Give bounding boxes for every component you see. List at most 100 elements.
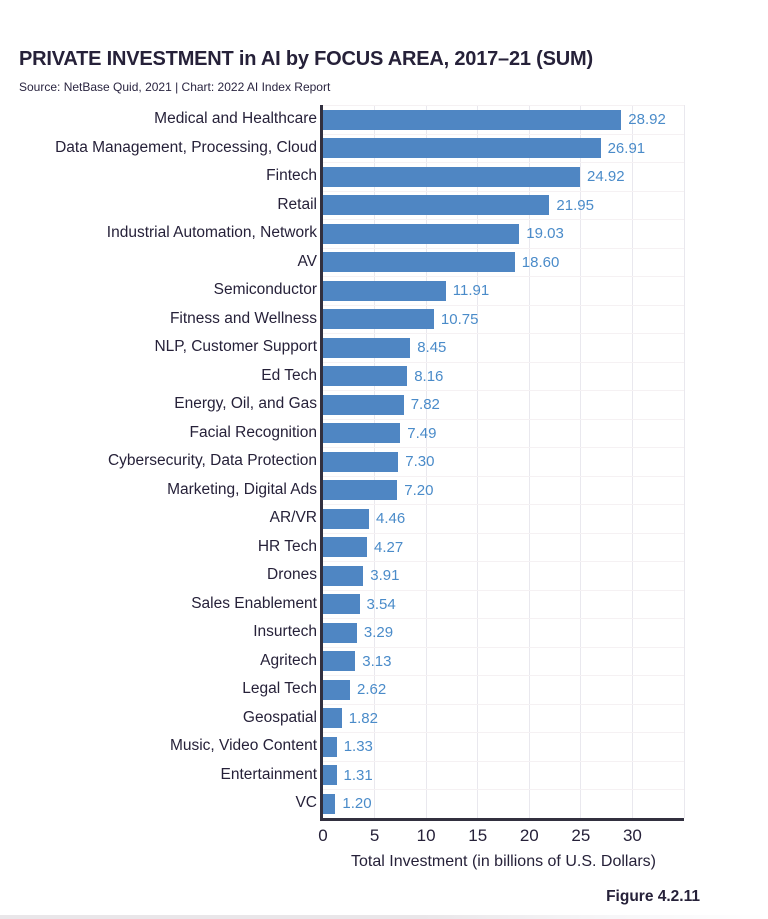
chart-title: PRIVATE INVESTMENT in AI by FOCUS AREA, … [19, 48, 593, 70]
category-label: Geospatial [242, 708, 317, 726]
bar [323, 708, 342, 729]
category-label: AV [297, 252, 317, 270]
bar [323, 537, 367, 558]
bar-value-label: 11.91 [452, 282, 490, 300]
bar-value-label: 8.16 [414, 367, 444, 385]
bar-value-label: 1.31 [343, 766, 373, 784]
gridline-25 [580, 105, 582, 818]
bar-row: 24.92 [323, 162, 684, 191]
bar-row: 1.20 [323, 789, 684, 818]
bar [323, 223, 520, 244]
gridline-15 [477, 105, 479, 818]
bar-row: 1.82 [323, 703, 684, 733]
category-label: AR/VR [269, 509, 317, 526]
x-tick-label: 5 [369, 826, 380, 845]
bar-row: 1.31 [323, 760, 684, 790]
gridline-20 [528, 105, 530, 818]
figure-number: Figure 4.2.11 [606, 888, 700, 905]
plot-area: 28.92 26.91 24.92 21.95 19.03 18.60 11.91 10.75… [320, 105, 685, 821]
category-label: Industrial Automation, Network [106, 224, 317, 241]
bar-row: 1.33 [323, 732, 684, 761]
x-axis-ticks: 0 5 10 15 20 25 30 [318, 826, 684, 846]
y-axis-category-labels: Medical and Healthcare Data Management, P… [0, 105, 317, 818]
bar-row: 3.29 [323, 618, 684, 647]
bar [323, 565, 364, 586]
bar-value-label: 3.91 [370, 567, 400, 585]
bar-value-label: 26.91 [607, 139, 646, 157]
category-label: Entertainment [220, 765, 318, 783]
bar [323, 394, 404, 415]
category-label: Insurtech [253, 623, 317, 640]
bar [323, 508, 369, 529]
category-label: Marketing, Digital Ads [167, 480, 317, 498]
bar [323, 480, 398, 501]
bar-value-label: 4.46 [376, 510, 406, 528]
bar-value-label: 8.45 [417, 339, 447, 357]
category-label: VC [295, 794, 317, 811]
gridline-35 [683, 105, 685, 818]
bar-row: 3.54 [323, 589, 684, 619]
gridline-10 [425, 105, 427, 818]
category-label: Drones [267, 566, 317, 583]
bar-row: 7.30 [323, 447, 684, 476]
bar-row: 2.62 [323, 675, 684, 704]
bar [323, 651, 356, 672]
category-label: Fintech [266, 167, 317, 184]
bar-row: 28.92 [323, 105, 684, 134]
bar-value-label: 18.60 [521, 253, 560, 271]
bar [323, 622, 357, 643]
bar [323, 366, 408, 387]
bar-row: 4.27 [323, 532, 684, 562]
bar-value-label: 4.27 [374, 538, 404, 556]
bar-row: 3.13 [323, 646, 684, 676]
bar-row: 4.46 [323, 504, 684, 533]
bar [323, 337, 411, 358]
chart-source: Source: NetBase Quid, 2021 | Chart: 2022… [19, 80, 331, 94]
bar [323, 280, 446, 301]
category-label: Retail [277, 195, 317, 213]
bar-value-label: 3.29 [363, 624, 394, 642]
category-label: Data Management, Processing, Cloud [55, 138, 317, 156]
bar-row: 11.91 [323, 276, 684, 305]
bar-row: 7.20 [323, 475, 684, 505]
bar-value-label: 1.20 [342, 795, 372, 813]
category-label: Music, Video Content [169, 737, 317, 754]
bar [323, 793, 336, 814]
category-label: Semiconductor [213, 281, 317, 298]
bar [323, 309, 434, 330]
category-label: HR Tech [257, 537, 317, 555]
category-label: Sales Enablement [191, 594, 317, 612]
bar [323, 736, 337, 757]
x-tick-label: 10 [416, 826, 436, 845]
bar-value-label: 28.92 [628, 111, 666, 129]
bar-value-label: 3.54 [366, 595, 396, 613]
bar-value-label: 21.95 [556, 196, 594, 214]
bar-value-label: 1.82 [348, 709, 378, 727]
x-tick-label: 30 [622, 826, 642, 845]
bar [323, 679, 350, 700]
category-label: Ed Tech [261, 366, 317, 384]
bar [323, 423, 401, 444]
bar-row: 8.16 [323, 361, 684, 391]
bar-value-label: 7.20 [404, 481, 434, 499]
bar-row: 10.75 [323, 304, 684, 334]
bar [323, 195, 550, 216]
bar [323, 765, 337, 786]
bar-value-label: 3.13 [362, 652, 392, 670]
bar [323, 451, 399, 472]
bar-value-label: 7.30 [405, 453, 435, 471]
x-tick-label: 25 [571, 826, 591, 845]
bar-row: 26.91 [323, 133, 684, 163]
bar [323, 166, 580, 187]
bar-row: 18.60 [323, 247, 684, 277]
bar-value-label: 1.33 [343, 738, 373, 756]
category-label: Facial Recognition [189, 423, 317, 441]
category-label: Agritech [260, 651, 317, 669]
bar-row: 7.82 [323, 390, 684, 419]
bar-value-label: 10.75 [440, 310, 479, 328]
category-label: Energy, Oil, and Gas [174, 395, 317, 412]
bar-value-label: 2.62 [357, 681, 387, 699]
x-tick-label: 0 [318, 826, 328, 845]
x-tick-label: 20 [519, 826, 539, 845]
